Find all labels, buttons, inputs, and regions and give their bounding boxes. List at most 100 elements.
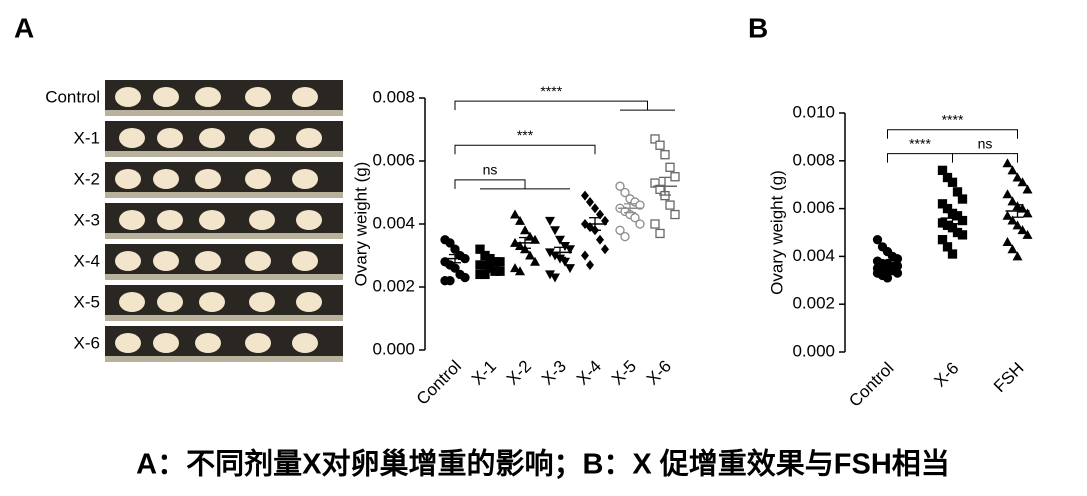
photo-label: X-4 [74,251,100,270]
y-tick-label: 0.006 [372,150,415,169]
point [520,225,530,235]
x-tick-label: X-3 [538,357,570,389]
point [510,263,520,273]
point [872,235,883,245]
point [952,187,963,197]
point [530,256,540,266]
x-tick-label: X-2 [503,357,535,389]
point [957,230,968,240]
ovary [115,87,141,107]
point [650,178,660,188]
photo-label: X-2 [74,169,100,188]
ruler [105,151,343,157]
photo-label: X-3 [74,210,100,229]
point [586,259,594,270]
point [515,266,525,276]
y-tick-label: 0.008 [372,87,415,106]
significance-bracket [454,179,570,190]
point [937,199,948,209]
point [1012,172,1023,182]
y-tick-label: 0.010 [792,102,835,121]
point [545,270,555,280]
photo-label: X-5 [74,292,100,311]
point [665,162,675,172]
point [1007,165,1018,175]
point [670,172,680,182]
photo-label: X-6 [74,333,100,352]
point [1002,237,1013,247]
ovary [115,251,141,271]
point [555,235,565,245]
point [560,242,570,252]
ovary [195,169,221,189]
point [1022,229,1033,239]
point [1017,225,1028,235]
y-axis-label: Ovary weight (g) [767,170,786,295]
significance-label: **** [909,135,931,151]
ovary [115,333,141,353]
point [581,250,589,261]
point [650,219,660,229]
point [525,250,535,260]
ruler [105,110,343,116]
point [550,226,560,236]
ovary [292,87,318,107]
point [615,225,625,235]
ovary [119,292,145,312]
point [620,231,630,242]
y-tick-label: 0.004 [372,213,415,232]
point [515,215,525,225]
point [596,234,604,245]
significance-bracket [454,100,675,111]
y-tick-label: 0.000 [792,341,835,360]
y-tick-label: 0.000 [372,339,415,358]
point [1002,158,1013,168]
point [655,228,665,239]
point [510,209,520,219]
photo-panel: Control X-1 X-2 X-3 X-4 X-5 X-6 [45,80,343,362]
significance-label: **** [942,111,964,127]
ovary [199,210,225,230]
point [942,242,953,252]
ovary [153,169,179,189]
significance-label: **** [540,83,562,99]
significance-bracket [952,153,1018,163]
point [957,194,968,204]
significance-label: *** [517,127,534,143]
point [947,177,958,187]
x-tick-label: Control [845,359,897,411]
y-tick-label: 0.006 [792,198,835,217]
ruler [105,315,343,321]
point [1012,251,1023,261]
point [450,244,460,254]
point [635,200,645,210]
point [1012,220,1023,230]
significance-bracket [454,144,596,155]
ovary [157,292,183,312]
point [650,134,660,144]
x-tick-label: X-6 [930,359,962,391]
ovary [195,251,221,271]
point [475,244,485,254]
ovary [245,169,271,189]
ovary [195,333,221,353]
ovary [119,128,145,148]
ovary [153,87,179,107]
ovary [153,251,179,271]
point [882,273,893,283]
ruler [105,274,343,280]
ovary [292,251,318,271]
point [450,263,460,273]
significance-label: ns [483,162,498,178]
point [620,187,630,198]
point [957,215,968,226]
point [952,211,963,221]
ovary [157,210,183,230]
ovary [296,292,322,312]
point [892,268,903,278]
point [1007,244,1018,254]
photo-label: Control [45,87,100,106]
point [942,172,953,183]
point [1002,189,1013,199]
